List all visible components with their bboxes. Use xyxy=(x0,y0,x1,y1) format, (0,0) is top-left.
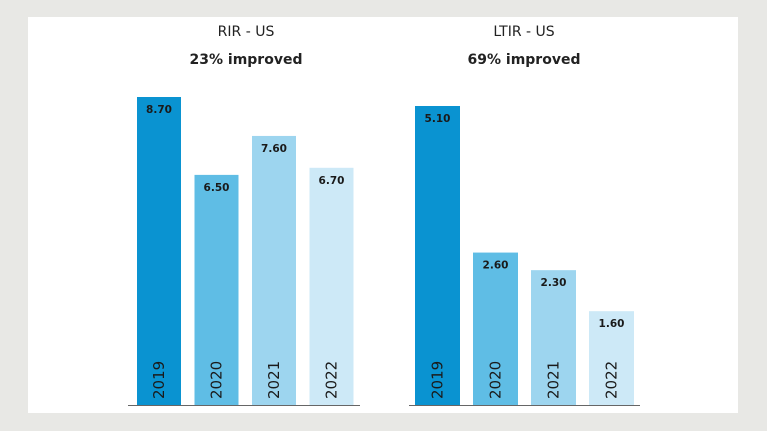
bar-2022 xyxy=(589,311,634,405)
chart-rir-us: RIR - US 23% improved 8.70 2019 6.50 2020 7.… xyxy=(128,24,360,406)
bar-2022 xyxy=(309,167,354,405)
bar-2019 xyxy=(137,97,181,405)
data-label: 2.60 xyxy=(483,260,509,272)
category-label: 2022 xyxy=(323,361,341,399)
chart-subtitle: 69% improved xyxy=(468,52,581,68)
data-label: 7.60 xyxy=(261,143,287,155)
data-label: 2.30 xyxy=(541,277,567,289)
category-label: 2020 xyxy=(208,361,226,399)
category-label: 2021 xyxy=(545,361,563,399)
bar-2021 xyxy=(252,135,296,405)
category-label: 2022 xyxy=(603,361,621,399)
data-label: 1.60 xyxy=(599,318,625,330)
category-label: 2021 xyxy=(265,361,283,399)
chart-ltir-us: LTIR - US 69% improved 5.10 2019 2.60 2020 2… xyxy=(409,24,640,406)
category-label: 2020 xyxy=(487,361,505,399)
category-label: 2019 xyxy=(429,361,447,399)
data-label: 8.70 xyxy=(146,104,172,116)
category-label: 2019 xyxy=(150,361,168,399)
chart-subtitle: 23% improved xyxy=(190,52,303,68)
data-label: 5.10 xyxy=(425,113,451,125)
bar-2020 xyxy=(194,174,239,405)
chart-title: RIR - US xyxy=(218,24,275,40)
bar-2019 xyxy=(415,106,460,405)
data-label: 6.50 xyxy=(204,182,230,194)
chart-title: LTIR - US xyxy=(493,24,554,40)
bar-2021 xyxy=(531,270,576,405)
bar-2020 xyxy=(473,252,518,405)
data-label: 6.70 xyxy=(319,175,345,187)
